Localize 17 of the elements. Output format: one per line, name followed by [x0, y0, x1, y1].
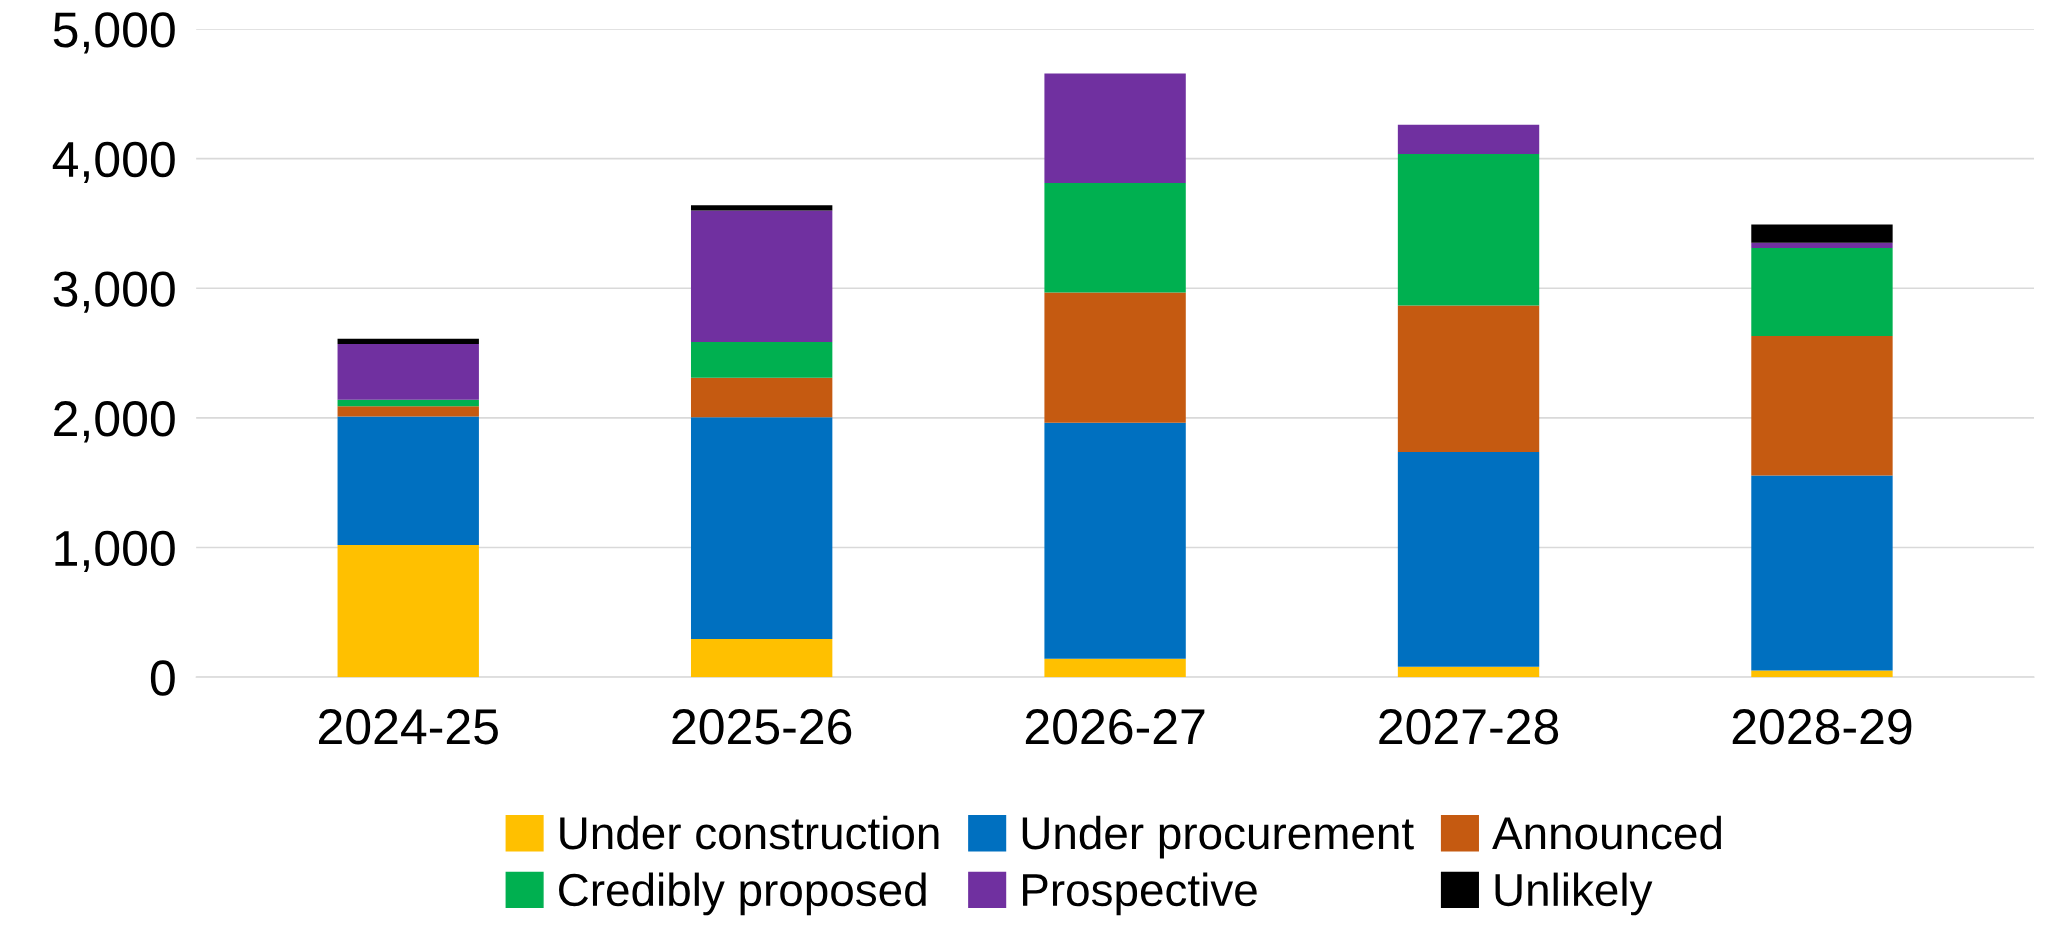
- x-tick-label: 2028-29: [1732, 709, 1912, 745]
- y-tick-label: 5,000: [53, 12, 175, 54]
- legend-label: Prospective: [1023, 872, 1257, 916]
- y-tick-label: 0: [150, 660, 175, 696]
- y-tick-label: 2,000: [54, 401, 175, 443]
- x-tick-label: 2027-28: [1379, 709, 1559, 745]
- legend-label: Under procurement: [1022, 815, 1414, 859]
- x-tick-label: 2024-25: [319, 709, 498, 745]
- y-tick-label: 1,000: [55, 530, 175, 573]
- legend-label: Under construction: [560, 815, 939, 850]
- legend-label: Credibly proposed: [559, 872, 926, 916]
- x-tick-label: 2026-27: [1025, 709, 1205, 745]
- legend-label: Announced: [1492, 815, 1721, 850]
- y-tick-label: 3,000: [53, 271, 175, 313]
- x-tick-label: 2025-26: [672, 709, 852, 745]
- y-tick-label: 4,000: [52, 141, 175, 184]
- legend-label: Unlikely: [1495, 872, 1653, 916]
